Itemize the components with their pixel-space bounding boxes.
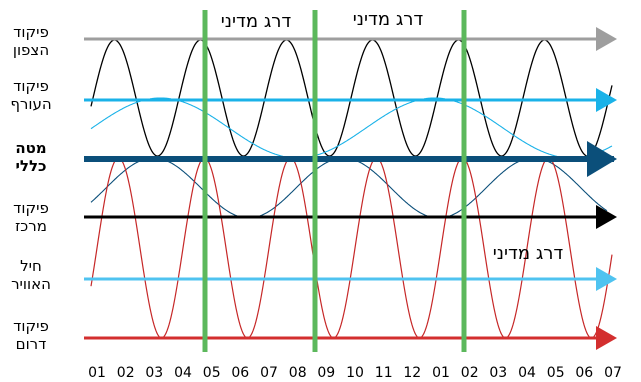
row-label-air-force-line2: האוויר — [11, 275, 51, 293]
dividers-layer — [202, 10, 467, 352]
row-label-air-force-line1: חיל — [20, 257, 42, 275]
wave-general-staff — [90, 157, 608, 219]
row-label-central-line2: מרכז — [15, 217, 47, 235]
row-labels: פיקוד הצפון פיקוד העורף מטה כללי פיקוד מ… — [10, 23, 51, 353]
row-label-central-line1: פיקוד — [13, 199, 49, 217]
x-tick-label: 09 — [317, 365, 335, 381]
row-label-home-front-line2: העורף — [10, 95, 51, 113]
wave-north — [90, 39, 613, 157]
x-tick-label: 07 — [604, 365, 622, 381]
waves-layer — [90, 39, 613, 339]
x-tick-label: 10 — [346, 365, 364, 381]
x-tick-label: 04 — [518, 365, 536, 381]
row-label-north-line2: הצפון — [13, 41, 49, 59]
x-tick-label: 03 — [489, 365, 507, 381]
x-axis-ticks: 01 02 03 04 05 06 07 08 09 10 11 12 01 02 03 04 05 06 07 — [88, 365, 622, 381]
x-tick-label: 12 — [403, 365, 421, 381]
x-tick-label: 01 — [88, 365, 106, 381]
header-political-echelon-2: דרג מדיני — [353, 9, 424, 30]
row-label-home-front-line1: פיקוד — [13, 77, 49, 95]
arrows-layer — [84, 27, 617, 350]
header-political-echelon-1: דרג מדיני — [221, 11, 292, 32]
x-tick-label: 05 — [203, 365, 221, 381]
x-tick-label: 03 — [145, 365, 163, 381]
row-label-north-line1: פיקוד — [13, 23, 49, 41]
wave-home-front — [90, 97, 613, 159]
row-label-general-staff-line2: כללי — [15, 157, 46, 175]
row-label-south-line1: פיקוד — [13, 317, 49, 335]
x-tick-label: 02 — [117, 365, 135, 381]
x-tick-label: 11 — [375, 365, 393, 381]
x-tick-label: 02 — [461, 365, 479, 381]
x-tick-label: 04 — [174, 365, 192, 381]
x-tick-label: 06 — [575, 365, 593, 381]
header-political-echelon-3: דרג מדיני — [493, 243, 564, 264]
x-tick-label: 08 — [289, 365, 307, 381]
row-label-south-line2: דרום — [16, 335, 47, 353]
x-tick-label: 05 — [547, 365, 565, 381]
x-tick-label: 01 — [432, 365, 450, 381]
wave-south — [90, 157, 613, 339]
x-tick-label: 06 — [231, 365, 249, 381]
x-tick-label: 07 — [260, 365, 278, 381]
row-label-general-staff-line1: מטה — [15, 139, 46, 157]
